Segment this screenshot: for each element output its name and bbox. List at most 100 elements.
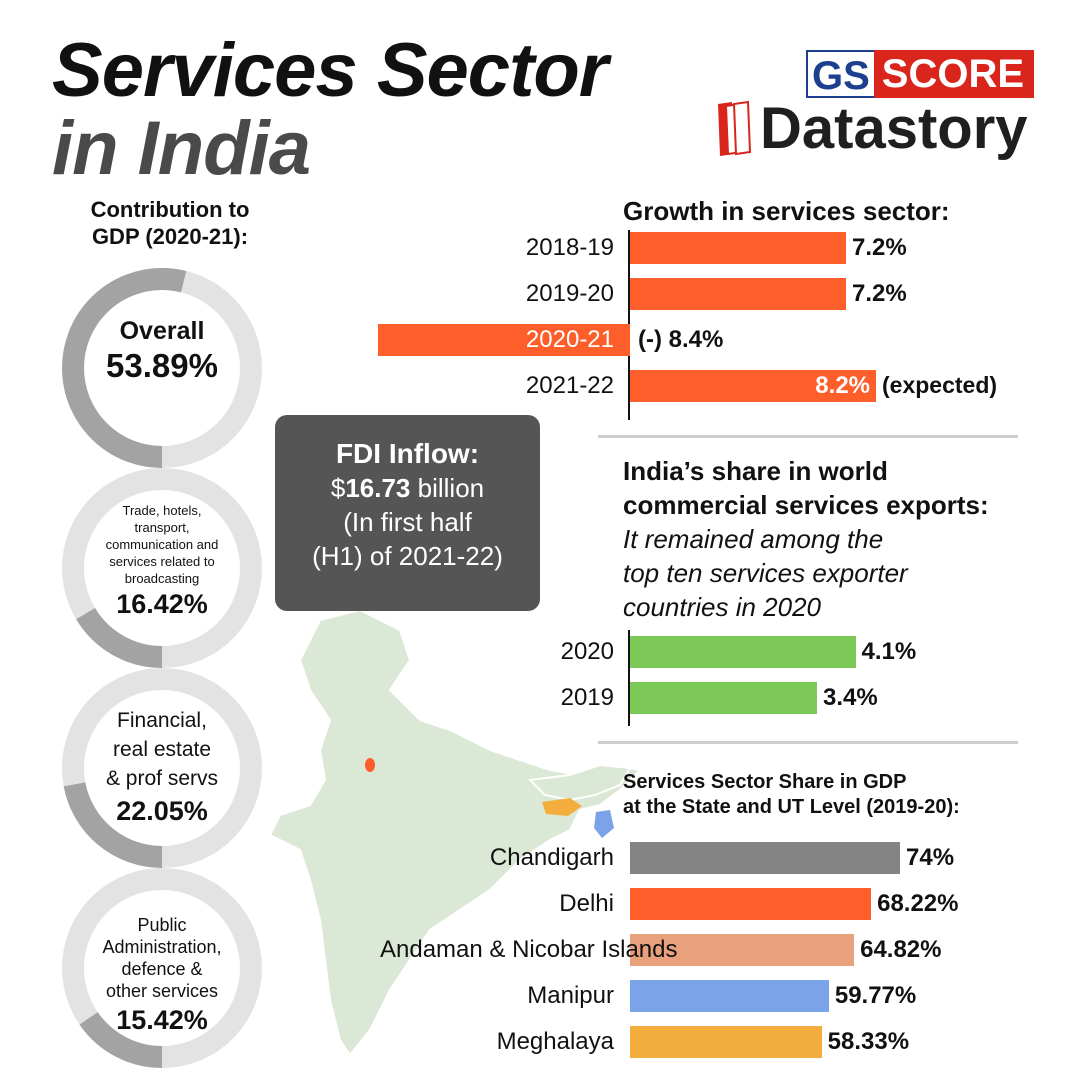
manipur-marker	[594, 810, 614, 838]
growth-value-label: (-) 8.4%	[638, 326, 724, 353]
states-bar	[630, 842, 900, 874]
section-divider-2	[598, 741, 1018, 744]
contribution-title-line1: Contribution to	[90, 197, 250, 222]
meghalaya-marker	[542, 798, 582, 816]
donut-fill	[62, 868, 262, 1068]
donut-financial-value: 22.05%	[116, 796, 208, 826]
states-category-label: Manipur	[527, 982, 614, 1009]
states-value-label: 58.33%	[827, 1028, 910, 1055]
donut-overall	[62, 268, 262, 468]
donut-fill	[62, 468, 262, 668]
exports-title-line1: India’s share in world	[623, 456, 888, 486]
fdi-amount-prefix: $	[330, 473, 346, 503]
exports-chart-title: India’s share in world commercial servic…	[623, 454, 989, 522]
datastory-book-icon	[718, 100, 752, 156]
growth-value-label: 8.2%	[815, 372, 870, 399]
exports-bar	[630, 682, 817, 714]
donut-public-caption-3: defence &	[121, 959, 203, 979]
fdi-line4: (H1) of 2021-22)	[312, 541, 503, 571]
donut-trade-value: 16.42%	[116, 589, 208, 619]
states-value-label: 64.82%	[860, 936, 942, 963]
contribution-title-line2: GDP (2020-21):	[91, 224, 249, 249]
growth-bar	[630, 370, 876, 402]
section-divider-1	[598, 435, 1018, 438]
growth-category-label: 2021-22	[525, 372, 614, 399]
donut-public-label: Public Administration, defence & other s…	[82, 914, 242, 1038]
donut-overall-value: 53.89%	[106, 347, 218, 384]
gs-score-logo: GS SCORE	[806, 50, 1034, 98]
exports-category-label: 2020	[560, 638, 614, 665]
donut-trade	[62, 468, 262, 668]
donut-trade-caption-4: services related to	[109, 554, 215, 569]
exports-subtitle-line1: It remained among the	[623, 524, 884, 554]
exports-value-label: 4.1%	[861, 638, 917, 665]
donut-financial-label: Financial, real estate & prof servs 22.0…	[82, 706, 242, 829]
fdi-line3: (In first half	[343, 507, 472, 537]
donut-fill	[62, 668, 262, 868]
contribution-title: Contribution to GDP (2020-21):	[60, 196, 280, 250]
growth-note-label: (expected)	[882, 372, 998, 398]
states-category-label: Delhi	[559, 890, 614, 917]
donut-trade-caption-2: transport,	[134, 520, 190, 535]
logo-score-text: SCORE	[873, 50, 1034, 98]
page-title-line2: in India	[52, 106, 311, 191]
states-value-label: 59.77%	[834, 982, 917, 1009]
growth-bar	[630, 232, 846, 264]
growth-value-label: 7.2%	[852, 234, 907, 261]
fdi-amount: 16.73	[345, 473, 411, 503]
donut-fill	[62, 268, 262, 468]
exports-category-label: 2019	[560, 684, 614, 711]
states-bar	[630, 934, 855, 966]
donut-trade-caption-1: Trade, hotels,	[122, 503, 202, 518]
states-category-label: Chandigarh	[489, 844, 614, 871]
donut-public	[62, 868, 262, 1068]
donut-overall-label: Overall 53.89%	[82, 316, 242, 386]
donut-public-caption-4: other services	[105, 981, 219, 1001]
donut-public-value: 15.42%	[116, 1005, 208, 1035]
page-title-line1: Services Sector	[52, 28, 608, 113]
logo-gs-text: GS	[806, 50, 874, 98]
donut-trade-caption-3: communication and	[105, 537, 219, 552]
growth-bar	[630, 278, 846, 310]
growth-category-label: 2018-19	[525, 234, 614, 261]
exports-axis	[628, 630, 630, 726]
growth-chart-title: Growth in services sector:	[623, 196, 950, 226]
india-map-shape	[268, 608, 643, 1057]
fdi-inflow-box: FDI Inflow: $16.73 billion (In first hal…	[275, 415, 540, 611]
exports-bar	[630, 636, 856, 668]
chandigarh-marker	[365, 758, 375, 772]
donut-financial	[62, 668, 262, 868]
donut-financial-caption-1: Financial,	[117, 709, 207, 732]
fdi-amount-suffix: billion	[410, 473, 485, 503]
states-bar	[630, 888, 872, 920]
states-title-line2: at the State and UT Level (2019-20):	[623, 796, 960, 818]
northeast-region	[527, 763, 632, 802]
logo-datastory-text: Datastory	[760, 96, 1028, 161]
states-category-label: Meghalaya	[496, 1028, 614, 1055]
states-value-label: 74%	[906, 844, 955, 871]
growth-bar	[378, 324, 630, 356]
donut-public-caption-1: Public	[137, 915, 187, 935]
states-category-label: Andaman & Nicobar Islands	[380, 936, 678, 963]
exports-subtitle-line3: countries in 2020	[623, 592, 822, 622]
donut-trade-caption-5: broadcasting	[124, 571, 200, 586]
donut-financial-caption-3: & prof servs	[105, 767, 219, 790]
fdi-amount-line: $16.73 billion	[275, 471, 540, 505]
exports-title-line2: commercial services exports:	[623, 490, 989, 520]
growth-category-label: 2019-20	[525, 280, 614, 307]
exports-subtitle: It remained among the top ten services e…	[623, 522, 908, 624]
exports-value-label: 3.4%	[823, 684, 878, 711]
states-bar	[630, 980, 829, 1012]
donut-trade-label: Trade, hotels, transport, communication …	[82, 502, 242, 621]
states-chart-title: Services Sector Share in GDP at the Stat…	[623, 770, 960, 820]
donut-financial-caption-2: real estate	[112, 738, 212, 761]
states-bar	[630, 1026, 822, 1058]
donut-public-caption-2: Administration,	[102, 937, 222, 957]
india-map	[268, 608, 643, 1057]
donut-overall-caption: Overall	[119, 317, 205, 345]
growth-category-label: 2020-21	[525, 326, 614, 353]
states-value-label: 68.22%	[877, 890, 959, 917]
fdi-title: FDI Inflow:	[335, 438, 480, 469]
exports-subtitle-line2: top ten services exporter	[623, 558, 908, 588]
states-title-line1: Services Sector Share in GDP	[623, 771, 907, 793]
